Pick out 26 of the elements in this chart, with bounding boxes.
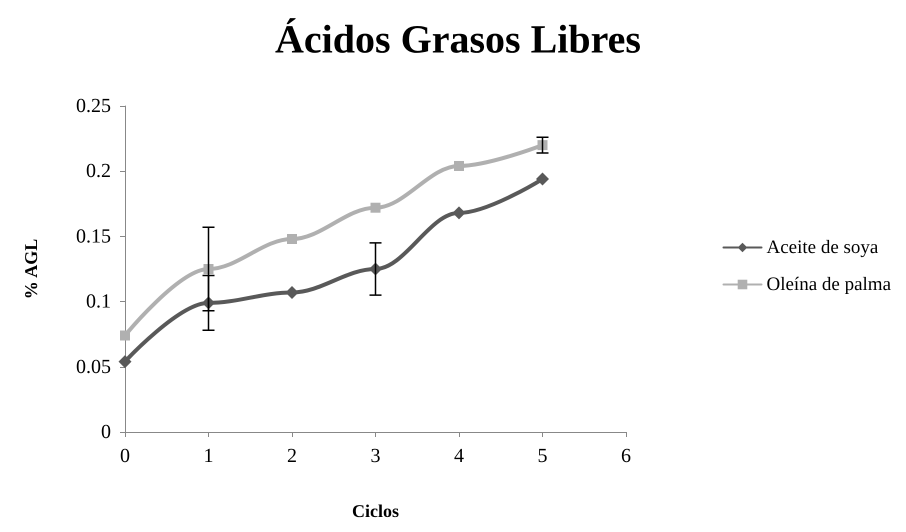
- y-tick-label: 0.1: [86, 290, 111, 313]
- point: [286, 286, 298, 299]
- x-axis-title: Ciclos: [352, 501, 399, 521]
- x-tick-label: 3: [370, 445, 380, 467]
- y-tick-label: 0.25: [76, 95, 111, 117]
- x-tick-label: 0: [120, 445, 130, 467]
- x-tick-label: 4: [454, 445, 464, 467]
- point: [287, 234, 297, 244]
- point: [118, 355, 132, 368]
- y-tick-label: 0.2: [86, 160, 111, 182]
- x-tick-label: 1: [204, 445, 214, 467]
- legend-label: Oleína de palma: [766, 274, 892, 295]
- chart-title: Ácidos Grasos Libres: [275, 16, 641, 62]
- y-tick-label: 0.05: [76, 356, 111, 378]
- point: [120, 330, 130, 341]
- point: [536, 172, 549, 186]
- x-tick-label: 2: [287, 445, 297, 467]
- y-axis-title: % AGL: [21, 238, 41, 300]
- legend-label: Aceite de soya: [766, 237, 879, 258]
- point: [370, 202, 380, 213]
- y-tick-label: 0: [101, 421, 111, 443]
- point: [454, 160, 464, 171]
- point: [452, 206, 466, 220]
- x-tick-label: 5: [538, 445, 548, 467]
- x-tick-label: 6: [621, 445, 631, 467]
- y-tick-label: 0.15: [76, 225, 111, 248]
